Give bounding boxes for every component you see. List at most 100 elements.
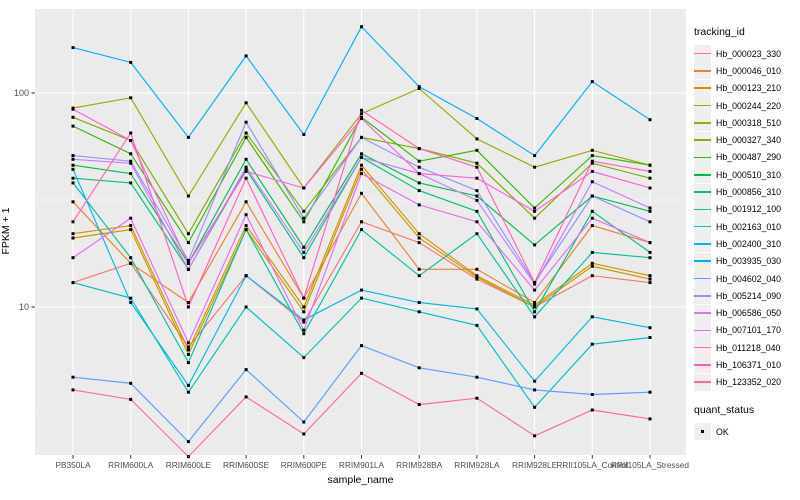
data-point: [71, 46, 75, 50]
data-point: [475, 165, 479, 169]
data-point: [302, 432, 306, 436]
data-point: [244, 169, 248, 173]
y-axis-title: FPKM + 1: [0, 207, 12, 255]
data-point: [648, 256, 652, 260]
legend-items: Hb_000023_330 Hb_000046_010 Hb_000123_210 H…: [694, 45, 800, 391]
data-point: [244, 274, 248, 278]
data-point: [186, 383, 190, 387]
data-point: [244, 368, 248, 372]
data-point: [590, 342, 594, 346]
data-point: [302, 318, 306, 322]
data-point: [475, 220, 479, 224]
data-point: [71, 256, 75, 260]
data-point: [475, 189, 479, 193]
legend-label: Hb_002163_010: [716, 221, 782, 232]
data-point: [186, 440, 190, 444]
data-point: [71, 236, 75, 240]
data-point: [360, 163, 363, 167]
data-point: [417, 85, 421, 89]
data-point: [648, 176, 652, 180]
data-point: [533, 388, 537, 392]
data-point: [244, 200, 248, 204]
data-point: [360, 191, 363, 195]
legend-item: Hb_006586_050: [694, 304, 800, 322]
data-point: [648, 277, 652, 281]
data-point: [590, 148, 594, 152]
legend-line-swatch: [694, 87, 711, 90]
legend-item: Hb_106371_010: [694, 356, 800, 374]
data-point: [475, 198, 479, 202]
legend-line-swatch: [694, 156, 711, 159]
data-point: [302, 328, 306, 332]
data-point: [186, 305, 190, 309]
data-point: [71, 281, 75, 285]
data-point: [186, 353, 190, 356]
x-tick-label: RRIM600SE: [223, 460, 270, 470]
data-point: [475, 277, 479, 281]
data-point: [417, 147, 421, 151]
data-point: [417, 159, 421, 163]
data-point: [244, 120, 248, 124]
legend-label: Hb_005214_090: [716, 290, 782, 301]
legend-title: tracking_id: [694, 26, 745, 38]
data-point: [590, 264, 594, 268]
data-point: [71, 176, 75, 180]
data-point: [417, 232, 421, 236]
data-point: [360, 112, 363, 116]
legend-line-swatch: [694, 364, 711, 366]
legend-label: Hb_007101_170: [716, 325, 782, 336]
data-point: [417, 189, 421, 193]
data-point: [533, 154, 537, 158]
data-point: [590, 209, 594, 213]
legend-item: Hb_000023_330: [694, 45, 800, 63]
data-point: [71, 124, 75, 128]
data-point: [186, 232, 190, 236]
data-point: [648, 220, 652, 224]
legend-line-swatch: [694, 294, 711, 297]
data-point: [475, 137, 479, 141]
legend-label: Hb_003935_030: [716, 256, 782, 267]
data-point: [129, 172, 133, 176]
data-point: [417, 172, 421, 176]
legend-label: Hb_000856_310: [716, 187, 782, 198]
data-point: [129, 256, 133, 260]
data-point: [302, 332, 306, 336]
data-point: [129, 397, 133, 401]
legend-item: Hb_000327_340: [694, 131, 800, 149]
x-tick-label: RRIM600LE: [166, 460, 212, 470]
data-point: [417, 274, 421, 278]
data-point: [360, 288, 363, 292]
legend-item: Hb_000510_310: [694, 166, 800, 184]
data-point: [129, 381, 133, 385]
legend-line-swatch: [694, 260, 711, 262]
data-point: [417, 366, 421, 370]
data-point: [648, 169, 652, 173]
legend-item: Hb_002163_010: [694, 218, 800, 236]
data-point: [590, 408, 594, 412]
data-point: [590, 393, 594, 396]
data-point: [186, 348, 190, 352]
data-point: [302, 209, 306, 213]
data-point: [302, 245, 306, 249]
data-point: [648, 163, 652, 167]
data-point: [360, 296, 363, 300]
data-point: [533, 305, 537, 309]
data-point: [129, 159, 133, 163]
legend-key: [694, 148, 711, 166]
data-point: [71, 167, 75, 171]
legend-line-swatch: [694, 139, 711, 141]
black-square-marker-icon: [700, 429, 705, 434]
legend-label: Hb_004602_040: [716, 273, 782, 284]
data-point: [129, 216, 133, 220]
legend-line-swatch: [694, 173, 711, 176]
data-point: [648, 241, 652, 245]
data-point: [417, 181, 421, 185]
data-point: [417, 403, 421, 407]
data-point: [71, 220, 75, 224]
data-point: [360, 117, 363, 120]
data-point: [360, 25, 363, 29]
x-tick-label: RRIM600LA: [108, 460, 154, 470]
data-point: [475, 148, 479, 152]
data-point: [244, 228, 248, 232]
